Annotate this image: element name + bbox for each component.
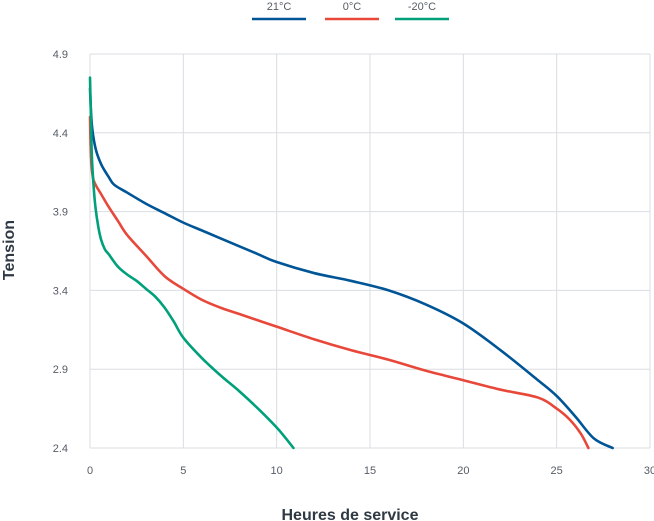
legend-label: 21°C [267,1,292,13]
series-layer [88,76,614,450]
x-tick-label: 10 [271,465,283,477]
y-tick-label: 2.9 [53,364,68,376]
legend-label: 0°C [343,1,362,13]
gridlines [89,53,651,449]
x-tick-label: 0 [87,465,93,477]
x-axis-tick-labels: 0 5 10 15 20 25 30 [87,465,654,477]
series-line-1 [88,87,614,450]
legend: 21°C 0°C -20°C [252,1,449,21]
y-tick-label: 3.4 [53,285,68,297]
x-tick-label: 20 [457,465,469,477]
series-line-3 [88,76,295,450]
series-line-2 [88,115,590,450]
x-tick-label: 15 [364,465,376,477]
y-tick-label: 4.9 [53,49,68,61]
y-tick-label: 2.4 [53,443,68,455]
x-axis-title: Heures de service [282,507,419,521]
y-tick-label: 4.4 [53,128,68,140]
x-tick-label: 25 [551,465,563,477]
x-tick-label: 5 [180,465,186,477]
legend-label: -20°C [408,1,436,13]
y-tick-label: 3.9 [53,207,68,219]
x-tick-label: 30 [644,465,654,477]
y-axis-title: Tension [1,220,18,280]
y-axis-tick-labels: 2.4 2.9 3.4 3.9 4.4 4.9 [53,49,68,455]
